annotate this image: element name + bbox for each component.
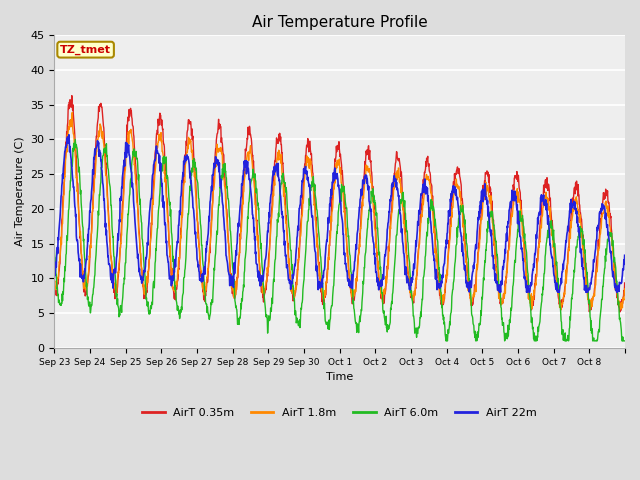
AirT 0.35m <box>474 249 482 255</box>
AirT 6.0m <box>51 248 58 253</box>
AirT 6.0m <box>140 260 148 266</box>
AirT 1.8m <box>557 307 565 312</box>
AirT 22m <box>140 268 148 274</box>
AirT 22m <box>497 289 504 295</box>
AirT 22m <box>621 252 628 258</box>
AirT 0.35m <box>314 255 322 261</box>
AirT 22m <box>558 269 566 275</box>
AirT 1.8m <box>140 284 148 289</box>
AirT 1.8m <box>314 257 322 263</box>
AirT 1.8m <box>474 250 482 256</box>
AirT 1.8m <box>558 300 566 306</box>
AirT 0.35m <box>140 296 148 301</box>
AirT 1.8m <box>325 257 333 263</box>
AirT 0.35m <box>68 93 76 98</box>
AirT 0.35m <box>51 279 58 285</box>
AirT 6.0m <box>325 317 333 323</box>
AirT 22m <box>614 286 622 292</box>
AirT 1.8m <box>51 280 58 286</box>
AirT 22m <box>474 215 482 220</box>
AirT 1.8m <box>621 286 628 292</box>
AirT 22m <box>314 287 322 292</box>
AirT 6.0m <box>475 328 483 334</box>
AirT 6.0m <box>621 338 628 344</box>
AirT 6.0m <box>314 223 322 229</box>
Line: AirT 22m: AirT 22m <box>54 135 625 292</box>
Y-axis label: Air Temperature (C): Air Temperature (C) <box>15 137 25 246</box>
AirT 1.8m <box>68 109 76 115</box>
AirT 1.8m <box>614 296 622 301</box>
AirT 22m <box>325 217 333 223</box>
Legend: AirT 0.35m, AirT 1.8m, AirT 6.0m, AirT 22m: AirT 0.35m, AirT 1.8m, AirT 6.0m, AirT 2… <box>138 403 541 422</box>
AirT 0.35m <box>558 304 566 310</box>
Line: AirT 6.0m: AirT 6.0m <box>54 140 625 341</box>
AirT 0.35m <box>325 248 333 254</box>
Text: TZ_tmet: TZ_tmet <box>60 45 111 55</box>
AirT 6.0m <box>614 300 622 305</box>
AirT 6.0m <box>558 332 566 337</box>
Line: AirT 0.35m: AirT 0.35m <box>54 96 625 312</box>
AirT 0.35m <box>616 309 623 315</box>
Title: Air Temperature Profile: Air Temperature Profile <box>252 15 428 30</box>
AirT 0.35m <box>614 290 621 296</box>
X-axis label: Time: Time <box>326 372 353 382</box>
Line: AirT 1.8m: AirT 1.8m <box>54 112 625 310</box>
AirT 22m <box>65 132 73 138</box>
AirT 6.0m <box>72 137 79 143</box>
AirT 0.35m <box>621 280 628 286</box>
AirT 22m <box>51 275 58 281</box>
AirT 6.0m <box>442 338 450 344</box>
